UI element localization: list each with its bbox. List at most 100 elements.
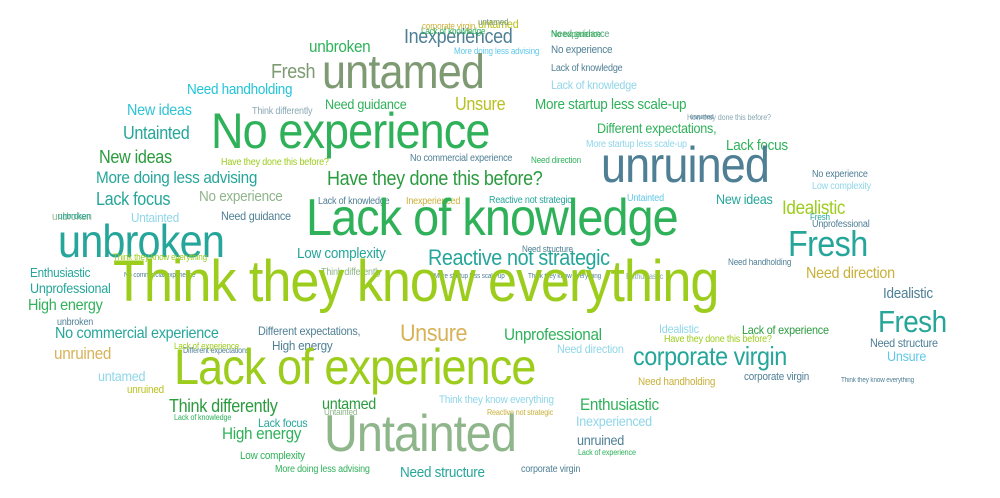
cloud-word: Untainted [324,405,517,463]
cloud-word: Low complexity [240,450,305,462]
cloud-word: New ideas [99,147,172,167]
cloud-word: Lack of knowledge [174,413,232,422]
cloud-word: Lack of experience [174,341,240,351]
cloud-word: Need guidance [551,29,610,40]
cloud-word: Need handholding [187,81,293,98]
cloud-word: untamed [478,17,519,31]
cloud-word: More startup less scale-up [586,139,687,150]
cloud-word: Fresh [788,223,868,264]
cloud-word: More startup less scale-up [434,273,505,280]
cloud-word: Inexperienced [576,413,652,429]
cloud-word: Lack of knowledge [551,63,623,74]
cloud-word: corporate virgin [521,464,581,475]
cloud-word: Reactive not strategic [489,195,572,206]
cloud-word: Lack of knowledge [551,78,637,92]
cloud-word: Need direction [806,265,895,282]
cloud-word: Inexperienced [406,196,461,207]
cloud-word: Untainted [627,193,664,204]
cloud-word: Unprofessional [504,325,602,344]
cloud-word: Fresh [878,304,947,339]
cloud-word: New ideas [716,191,773,207]
cloud-word: Need direction [531,155,581,165]
cloud-word: High energy [222,424,302,443]
cloud-word: No commercial experience [55,325,219,342]
cloud-word: untamed [322,396,377,413]
cloud-word: Lack of experience [742,323,829,337]
cloud-word: Different expectations, [597,120,717,136]
cloud-word: More doing less advising [454,46,540,56]
cloud-word: Idealistic [659,322,699,336]
cloud-word: unruined [601,137,770,193]
cloud-word: Have they done this before? [221,157,329,168]
cloud-word: Enthusiastic [626,272,664,281]
cloud-word: Different expectations, [258,324,361,338]
cloud-word: No commercial experience [410,153,513,164]
cloud-word: Think they know everything [528,273,602,280]
cloud-word: Think differently [252,106,313,117]
cloud-word: Need structure [400,464,485,481]
cloud-word: Fresh [271,61,316,83]
cloud-word: Unsure [455,94,506,114]
cloud-word: Enthusiastic [30,265,91,280]
cloud-word: Need handholding [728,257,792,267]
cloud-word: Unprofessional [812,219,870,230]
cloud-word: Lack focus [258,416,308,430]
cloud-word: New ideas [127,102,192,119]
cloud-word: unbroken [58,215,225,267]
cloud-word: Lack focus [726,137,788,154]
cloud-word: Idealistic [782,198,846,219]
cloud-word: Low complexity [297,245,386,262]
cloud-word: Need guidance [325,96,407,112]
cloud-word: corporate virgin [422,21,476,31]
cloud-word: Enthusiastic [580,395,659,414]
cloud-word: untamed [478,17,509,27]
cloud-word: Idealistic [883,285,933,302]
cloud-word: Fresh [810,212,830,222]
cloud-word: Need handholding [638,376,716,388]
cloud-word: Untainted [123,123,190,143]
cloud-word: Low complexity [812,181,872,192]
cloud-word: High energy [272,338,333,353]
cloud-word: Lack of knowledge [318,196,390,207]
cloud-word: unbroken [309,37,371,56]
cloud-word: Lack of knowledge [306,189,679,247]
cloud-word: How they done this before? [687,113,771,122]
cloud-word: Have they done this before? [327,168,543,190]
cloud-word: corporate virgin [744,371,810,383]
cloud-word: Different expectations, [183,346,252,355]
cloud-word: Lack focus [96,189,171,209]
cloud-word: Untainted [131,210,179,225]
cloud-word: unruined [690,114,714,121]
cloud-word: More startup less scale-up [535,96,687,113]
cloud-word: High energy [28,297,103,314]
cloud-word: untamed [322,46,485,99]
cloud-word: Think they know everything [439,394,554,406]
cloud-word: unruined [127,384,164,396]
cloud-word: No experience [551,29,602,39]
cloud-word: Have they done this before? [664,334,772,345]
cloud-word: More doing less advising [275,464,370,475]
cloud-word: unbroken [58,211,91,221]
cloud-word: unbroken [57,317,94,328]
cloud-word: Unsure [887,348,927,364]
cloud-word: Think differently [321,267,382,278]
cloud-word: unruined [577,432,625,448]
cloud-word: No commercial experience [124,272,196,279]
cloud-word: unruined [54,344,112,363]
cloud-word: Unsure [400,320,468,347]
cloud-word: Need direction [557,342,624,356]
cloud-word: Untainted [324,407,358,417]
cloud-word: Lack of knowledge [421,26,486,36]
cloud-word: untamed [98,368,146,384]
cloud-word: No experience [199,188,283,205]
cloud-word: Need structure [870,336,938,350]
cloud-word: Need structure [522,244,573,254]
cloud-word: Lack of experience [174,339,536,395]
cloud-word: Need guidance [221,209,291,223]
cloud-word: Lack of experience [578,448,636,457]
cloud-word: More doing less advising [96,168,258,187]
cloud-word: Unprofessional [30,280,111,296]
cloud-word: No experience [812,169,868,180]
cloud-word: Reactive not strategic [428,245,610,270]
